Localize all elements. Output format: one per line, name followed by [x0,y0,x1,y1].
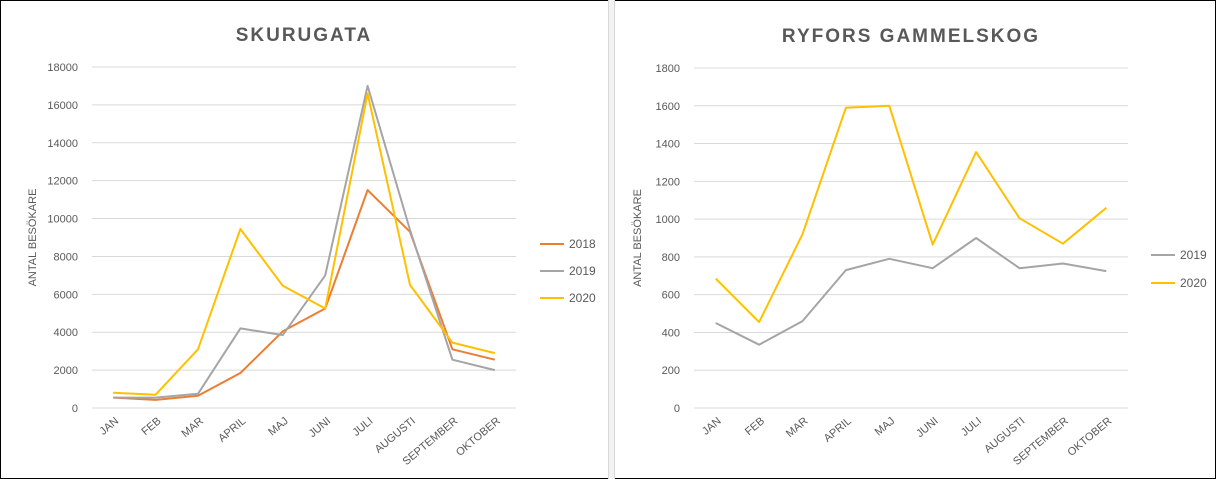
y-tick-label: 18000 [47,62,78,74]
x-tick-label: APRIL [216,415,248,445]
y-tick-label: 10000 [47,214,78,226]
y-tick-label: 6000 [54,289,78,301]
x-tick-label: JULI [350,415,375,439]
y-tick-label: 2000 [54,365,78,377]
legend-label-2019: 2019 [569,264,596,278]
x-tick-label: OKTOBER [454,415,503,459]
x-tick-label: MAR [179,415,205,440]
x-tick-label: JAN [97,415,121,438]
panel-divider [608,0,615,479]
series-line-2019 [715,237,1107,346]
y-tick-label: 1200 [656,176,680,188]
y-axis-label: ANTAL BESÖKARE [632,189,644,287]
y-axis-label: ANTAL BESÖKARE [27,189,39,287]
chart-title: RYFORS GAMMELSKOG [782,26,1040,47]
series-line-2019 [113,84,496,399]
y-tick-label: 16000 [47,100,78,112]
legend-label-2020: 2020 [569,291,596,305]
y-tick-label: 600 [662,290,680,302]
x-tick-label: MAR [784,415,810,440]
x-tick-label: MAJ [873,415,898,438]
legend-label-2019: 2019 [1180,248,1207,262]
legend-label-2020: 2020 [1180,276,1207,290]
y-tick-label: 1400 [656,139,680,151]
chart-skurugata: SKURUGATA 0 2000 4000 6000 8000 10000 12000 1400… [27,25,596,468]
y-tick-label: 0 [674,403,680,415]
series-line-2020 [113,92,496,396]
chart-ryfors-gammelskog: RYFORS GAMMELSKOG 0 200 400 600 800 1000 1200 14… [632,26,1207,468]
x-tick-label: JUNI [307,415,333,440]
y-tick-label: 400 [662,327,680,339]
y-tick-label: 0 [72,403,78,415]
x-tick-label: MAJ [266,415,291,438]
x-tick-label: OKTOBER [1065,415,1114,459]
y-tick-label: 14000 [47,138,78,150]
legend-label-2018: 2018 [569,237,596,251]
y-tick-label: 4000 [54,327,78,339]
y-tick-label: 12000 [47,176,78,188]
x-tick-label: APRIL [822,415,854,445]
y-tick-label: 1000 [656,214,680,226]
chart-title: SKURUGATA [236,25,373,46]
x-tick-label: JAN [700,415,724,438]
series-line-2020 [714,104,1107,324]
x-tick-label: JUNI [914,415,940,440]
x-tick-label: FEB [743,415,767,438]
y-tick-label: 8000 [54,251,78,263]
y-tick-label: 1600 [656,101,680,113]
y-tick-label: 800 [662,252,680,264]
series-line-2018 [113,189,496,401]
x-tick-label: JULI [959,415,984,439]
y-tick-label: 200 [662,365,680,377]
x-tick-label: FEB [139,415,163,438]
y-tick-label: 1800 [656,63,680,75]
